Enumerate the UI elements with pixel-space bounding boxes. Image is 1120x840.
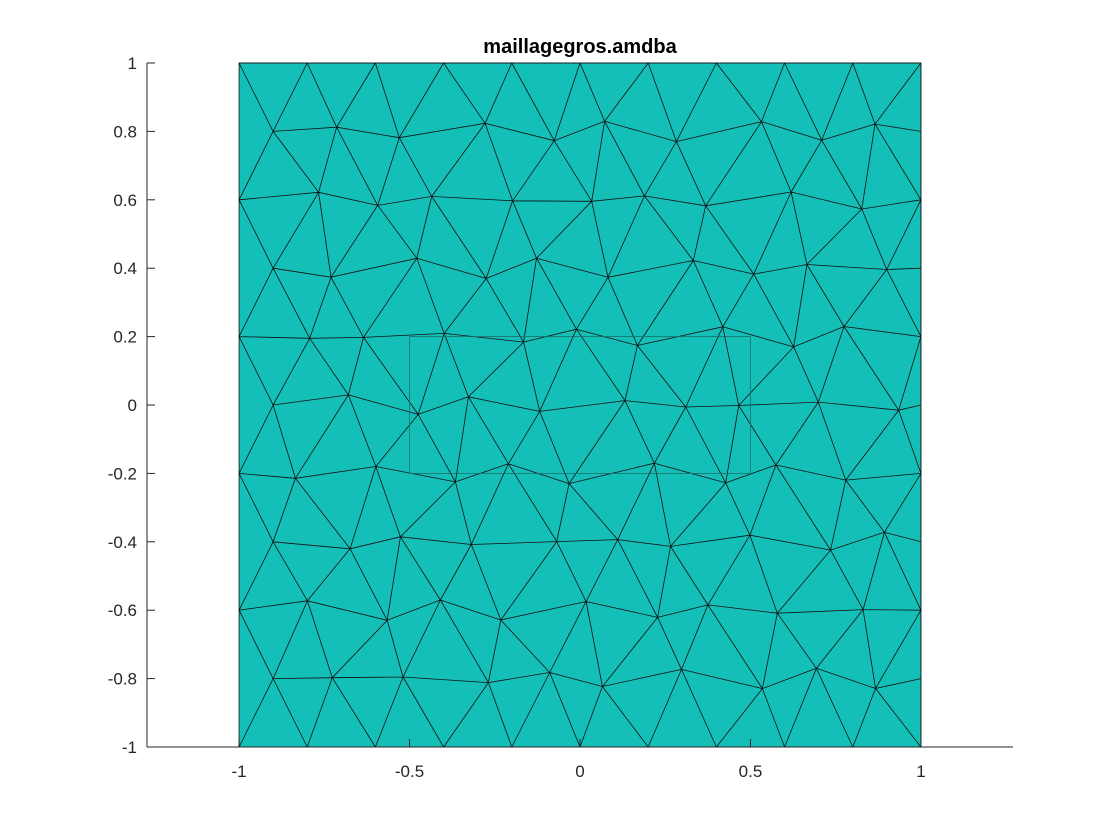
plot-area — [238, 62, 922, 748]
y-tick-label: 1 — [128, 54, 137, 73]
y-tick-label: 0.2 — [113, 328, 137, 347]
x-tick-label: 0.5 — [739, 762, 763, 781]
x-tick-label: 1 — [916, 762, 925, 781]
y-tick-label: -0.4 — [108, 533, 137, 552]
y-tick-label: 0.4 — [113, 259, 137, 278]
mesh-domain — [238, 62, 922, 748]
y-tick-label: 0.8 — [113, 122, 137, 141]
y-tick-label: 0.6 — [113, 191, 137, 210]
chart-title: maillagegros.amdba — [483, 36, 677, 58]
y-tick-label: -0.6 — [108, 601, 137, 620]
axes: -1 -0.5 0 0.5 1 -1 -0.8 -0.6 -0.4 -0.2 0 0.2 0.4 0.6 0… — [108, 54, 1013, 781]
y-tick-label: -0.2 — [108, 464, 137, 483]
y-tick-label: -1 — [122, 738, 137, 757]
x-tick-label: -0.5 — [395, 762, 424, 781]
mesh — [238, 62, 922, 748]
x-tick-label: -1 — [231, 762, 246, 781]
y-tick-label: -0.8 — [108, 670, 137, 689]
inner-rectangle — [409, 336, 751, 474]
x-tick-label: 0 — [575, 762, 584, 781]
y-tick-label: 0 — [128, 396, 137, 415]
